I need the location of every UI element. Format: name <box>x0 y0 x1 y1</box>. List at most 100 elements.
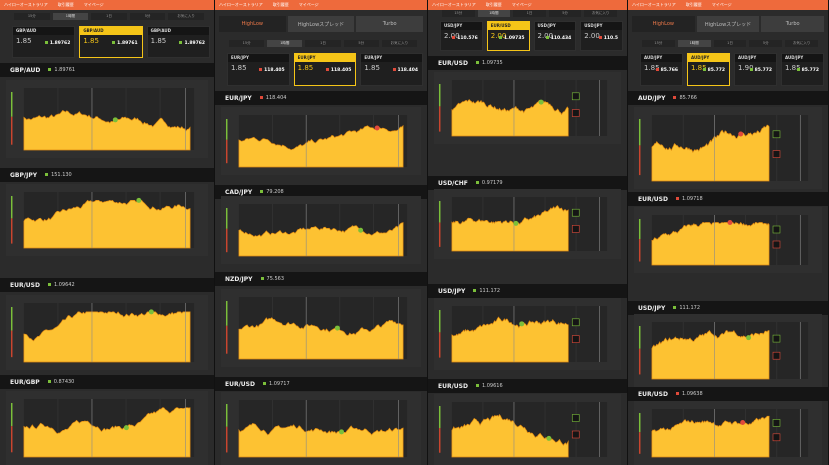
quote-card[interactable]: EUR/JPY 1.85 118.405 <box>227 53 290 86</box>
price-chart[interactable] <box>221 289 421 367</box>
top-nav-bar: ハイローオーストラリア 取引履歴 マイページ <box>0 0 214 10</box>
price-chart[interactable] <box>434 72 621 144</box>
price-chart[interactable] <box>434 189 621 259</box>
duration-tab[interactable]: 15分 <box>642 40 675 47</box>
quote-cards: GBP/AUD 1.85 1.89762 GBP/AUD 1.85 1.89761 GBP/… <box>12 26 210 58</box>
high-button[interactable] <box>772 225 781 234</box>
price-chart[interactable] <box>634 314 822 387</box>
top-nav-item[interactable]: マイページ <box>83 2 104 7</box>
top-nav-item[interactable]: 取引履歴 <box>272 2 289 7</box>
low-ratio-bar <box>225 325 228 354</box>
price-chart[interactable] <box>6 391 208 465</box>
duration-tab[interactable]: 15分 <box>14 13 50 20</box>
low-button[interactable] <box>772 433 781 442</box>
quote-card[interactable]: AUD/JPY 1.90 85.772 <box>734 53 777 86</box>
pair-header: USD/JPY 111.172 <box>428 284 627 298</box>
duration-tab[interactable]: 1日 <box>305 40 341 47</box>
high-button[interactable] <box>772 334 781 343</box>
duration-tab[interactable]: 1時間 <box>677 40 711 47</box>
tab-2[interactable]: Turbo <box>761 16 825 32</box>
top-nav-item[interactable]: マイページ <box>711 2 732 7</box>
price-chart[interactable] <box>6 184 208 256</box>
duration-tab[interactable]: 1時間 <box>52 13 89 20</box>
pair-header: USD/CHF 0.97179 <box>428 176 627 190</box>
duration-tab[interactable]: お気に入り <box>785 40 818 47</box>
low-button[interactable] <box>571 225 580 233</box>
pair-name: EUR/USD <box>225 380 255 388</box>
quote-card[interactable]: AUD/JPY 1.85 85.772 <box>687 53 730 86</box>
high-ratio-bar <box>438 201 441 223</box>
price-chart[interactable] <box>221 107 421 175</box>
tab-0[interactable]: HighLow <box>632 16 695 32</box>
quote-card[interactable]: AUD/JPY 1.85 85.766 <box>640 53 683 86</box>
price-chart[interactable] <box>6 295 208 370</box>
duration-tab[interactable]: 5分 <box>548 10 582 17</box>
low-button[interactable] <box>571 335 580 343</box>
high-ratio-bar <box>638 219 641 239</box>
top-nav-item[interactable]: 取引履歴 <box>57 2 74 7</box>
high-button[interactable] <box>571 208 580 217</box>
duration-tab[interactable]: 5分 <box>749 40 783 47</box>
duration-tab[interactable]: 15分 <box>229 40 265 47</box>
low-button[interactable] <box>772 351 781 360</box>
top-nav-item[interactable]: 取引履歴 <box>685 2 702 7</box>
tab-0[interactable]: HighLow <box>219 16 286 32</box>
duration-tab[interactable]: お気に入り <box>584 10 617 17</box>
duration-tab[interactable]: 15分 <box>442 10 475 17</box>
high-button[interactable] <box>571 414 580 422</box>
price-chart[interactable] <box>221 392 421 465</box>
price-chart[interactable] <box>634 401 822 465</box>
quote-card[interactable]: GBP/AUD 1.85 1.89761 <box>79 26 143 58</box>
duration-tab[interactable]: 5分 <box>343 40 379 47</box>
price-area <box>23 110 191 151</box>
tab-2[interactable]: Turbo <box>356 16 424 32</box>
high-button[interactable] <box>772 419 781 427</box>
price-area <box>451 205 569 252</box>
price-chart[interactable] <box>634 107 822 189</box>
price-chart[interactable] <box>434 394 621 465</box>
app-window: ハイローオーストラリア 取引履歴 マイページ 15分 1時間 1日 5分 お気に入り GBP/A… <box>0 0 215 465</box>
duration-tab[interactable]: お気に入り <box>168 13 204 20</box>
trade-marker <box>334 325 340 331</box>
quote-card[interactable]: EUR/JPY 1.85 118.405 <box>293 53 357 86</box>
top-nav-item[interactable]: ハイローオーストラリア <box>632 2 676 7</box>
card-pair: GBP/AUD <box>147 27 209 35</box>
duration-tab[interactable]: お気に入り <box>381 40 418 47</box>
duration-tab[interactable]: 1日 <box>513 10 546 17</box>
duration-tab[interactable]: 1日 <box>91 13 127 20</box>
top-nav-item[interactable]: ハイローオーストラリア <box>432 2 476 7</box>
card-price: 1.89762 <box>45 41 71 46</box>
top-nav-item[interactable]: マイページ <box>511 2 532 7</box>
top-nav-item[interactable]: ハイローオーストラリア <box>4 2 48 7</box>
top-nav-item[interactable]: ハイローオーストラリア <box>219 2 263 7</box>
quote-card[interactable]: EUR/JPY 1.85 118.404 <box>360 53 424 86</box>
high-button[interactable] <box>571 318 580 327</box>
price-chart[interactable] <box>221 196 421 264</box>
price-chart[interactable] <box>634 207 822 273</box>
quote-card[interactable]: USD/JPY 2.00 110.5 <box>580 21 623 51</box>
price-chart[interactable] <box>6 80 208 158</box>
duration-tab[interactable]: 1時間 <box>267 40 303 47</box>
quote-card[interactable]: AUD/JPY 1.85 85.772 <box>781 53 824 86</box>
quote-card[interactable]: GBP/AUD 1.85 1.89762 <box>12 26 76 58</box>
low-button[interactable] <box>772 150 781 158</box>
high-button[interactable] <box>772 130 781 139</box>
quote-card[interactable]: EUR/USD 2.00 1.09735 <box>486 21 530 51</box>
quote-card[interactable]: USD/JPY 2.00 110.576 <box>440 21 483 51</box>
tab-1[interactable]: HighLowスプレッド <box>696 16 760 32</box>
quote-card[interactable]: USD/JPY 2.00 110.434 <box>533 21 577 51</box>
high-button[interactable] <box>571 92 580 101</box>
low-button[interactable] <box>571 430 580 439</box>
card-payout: 1.90 <box>738 64 754 72</box>
duration-tab[interactable]: 1時間 <box>477 10 511 17</box>
tab-1[interactable]: HighLowスプレッド <box>287 16 355 32</box>
price-chart[interactable] <box>434 298 621 370</box>
duration-tab[interactable]: 1日 <box>713 40 747 47</box>
quote-card[interactable]: GBP/AUD 1.85 1.89762 <box>146 26 210 58</box>
high-ratio-bar <box>10 307 13 331</box>
top-nav-item[interactable]: マイページ <box>298 2 319 7</box>
top-nav-item[interactable]: 取引履歴 <box>485 2 502 7</box>
low-button[interactable] <box>772 240 781 249</box>
duration-tab[interactable]: 5分 <box>129 13 166 20</box>
low-button[interactable] <box>571 109 580 117</box>
